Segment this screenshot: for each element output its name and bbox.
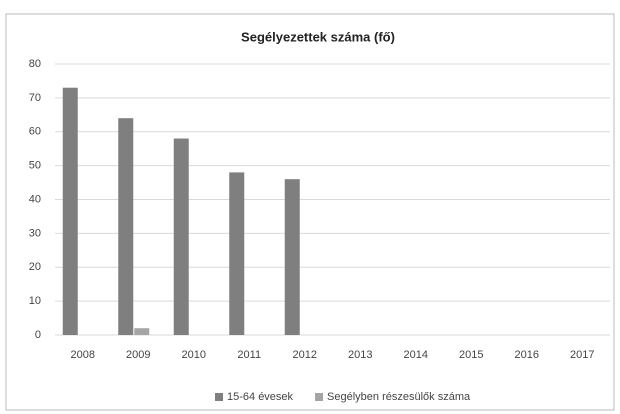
x-tick-label: 2010 bbox=[182, 349, 206, 361]
bar bbox=[118, 118, 134, 335]
bar bbox=[134, 328, 150, 335]
y-tick-label: 70 bbox=[29, 92, 41, 104]
x-tick-label: 2016 bbox=[515, 349, 539, 361]
bar bbox=[173, 138, 189, 335]
y-tick-label: 60 bbox=[29, 126, 41, 138]
bar bbox=[284, 179, 300, 335]
legend-swatch bbox=[315, 393, 324, 401]
chart-frame bbox=[5, 13, 615, 411]
x-tick-label: 2013 bbox=[348, 349, 372, 361]
x-tick-label: 2008 bbox=[71, 349, 95, 361]
y-tick-label: 80 bbox=[29, 58, 41, 70]
y-tick-label: 10 bbox=[29, 295, 41, 307]
y-tick-label: 0 bbox=[35, 329, 41, 341]
chart-title: Segélyezettek száma (fő) bbox=[241, 29, 395, 44]
bar bbox=[62, 87, 78, 336]
x-tick-label: 2011 bbox=[237, 349, 261, 361]
y-tick-label: 50 bbox=[29, 160, 41, 172]
bar bbox=[229, 172, 245, 335]
x-tick-label: 2017 bbox=[570, 349, 594, 361]
x-tick-label: 2009 bbox=[126, 349, 150, 361]
legend-swatch bbox=[215, 393, 223, 401]
y-tick-label: 30 bbox=[29, 227, 41, 239]
legend-label: 15-64 évesek bbox=[227, 391, 294, 403]
x-tick-label: 2012 bbox=[293, 349, 317, 361]
legend-label: Segélyben részesülők száma bbox=[327, 391, 471, 403]
x-tick-label: 2015 bbox=[459, 349, 483, 361]
y-tick-label: 40 bbox=[29, 193, 41, 205]
x-tick-label: 2014 bbox=[404, 349, 428, 361]
y-tick-label: 20 bbox=[29, 261, 41, 273]
